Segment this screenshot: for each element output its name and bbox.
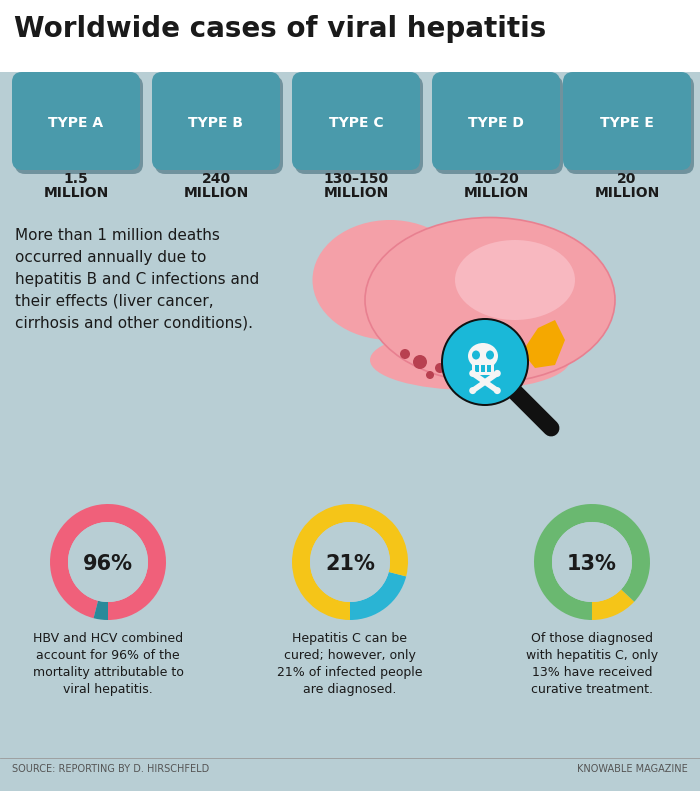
Bar [475,365,479,372]
Wedge shape [350,572,406,620]
Circle shape [494,387,500,394]
Text: hepatitis B and C infections and: hepatitis B and C infections and [15,272,259,287]
Text: TYPE C: TYPE C [329,116,384,130]
FancyBboxPatch shape [472,363,494,375]
Circle shape [426,371,434,379]
Text: 1.5: 1.5 [64,172,88,186]
Text: MILLION: MILLION [323,186,389,200]
Circle shape [310,522,390,602]
Bar [0,0,700,72]
Text: SOURCE: REPORTING BY D. HIRSCHFELD: SOURCE: REPORTING BY D. HIRSCHFELD [12,764,209,774]
FancyBboxPatch shape [435,76,563,174]
FancyBboxPatch shape [152,72,280,170]
Circle shape [451,368,459,376]
Text: More than 1 million deaths: More than 1 million deaths [15,228,220,243]
Text: occurred annually due to: occurred annually due to [15,250,206,265]
Text: Worldwide cases of viral hepatitis: Worldwide cases of viral hepatitis [14,15,546,43]
Text: KNOWABLE MAGAZINE: KNOWABLE MAGAZINE [578,764,688,774]
Wedge shape [534,504,650,620]
Text: account for 96% of the: account for 96% of the [36,649,180,662]
Text: Hepatitis C can be: Hepatitis C can be [293,632,407,645]
Ellipse shape [468,343,498,369]
Text: 240: 240 [202,172,230,186]
Text: 21%: 21% [325,554,375,574]
Text: HBV and HCV combined: HBV and HCV combined [33,632,183,645]
Text: curative treatment.: curative treatment. [531,683,653,696]
FancyBboxPatch shape [292,72,420,170]
Text: MILLION: MILLION [43,186,108,200]
Text: MILLION: MILLION [594,186,659,200]
Text: 130–150: 130–150 [323,172,389,186]
Text: TYPE D: TYPE D [468,116,524,130]
Text: 13%: 13% [567,554,617,574]
Wedge shape [292,504,408,620]
Wedge shape [50,504,166,620]
Bar [480,365,484,372]
Circle shape [494,370,500,377]
Text: MILLION: MILLION [463,186,528,200]
Text: cirrhosis and other conditions).: cirrhosis and other conditions). [15,316,253,331]
Text: with hepatitis C, only: with hepatitis C, only [526,649,658,662]
Circle shape [441,318,529,406]
Text: Of those diagnosed: Of those diagnosed [531,632,653,645]
FancyBboxPatch shape [15,76,143,174]
Text: viral hepatitis.: viral hepatitis. [63,683,153,696]
Circle shape [469,387,476,394]
Circle shape [443,320,527,404]
Text: 13% have received: 13% have received [532,666,652,679]
FancyBboxPatch shape [155,76,283,174]
Circle shape [552,522,632,602]
FancyBboxPatch shape [563,72,691,170]
Ellipse shape [370,330,570,390]
Bar [486,365,491,372]
Text: 21% of infected people: 21% of infected people [277,666,423,679]
Ellipse shape [472,350,480,359]
FancyBboxPatch shape [295,76,423,174]
Ellipse shape [486,350,494,359]
Ellipse shape [455,240,575,320]
Circle shape [469,370,476,377]
Wedge shape [94,600,108,620]
Ellipse shape [365,218,615,383]
Text: 20: 20 [617,172,637,186]
Wedge shape [592,589,634,620]
FancyBboxPatch shape [12,72,140,170]
Text: TYPE B: TYPE B [188,116,244,130]
Text: 10–20: 10–20 [473,172,519,186]
Ellipse shape [312,220,468,340]
Text: mortality attributable to: mortality attributable to [33,666,183,679]
Text: their effects (liver cancer,: their effects (liver cancer, [15,294,213,309]
Polygon shape [522,320,565,368]
Text: TYPE E: TYPE E [600,116,654,130]
Text: 96%: 96% [83,554,133,574]
Circle shape [435,363,445,373]
Text: cured; however, only: cured; however, only [284,649,416,662]
Circle shape [413,355,427,369]
FancyBboxPatch shape [432,72,560,170]
Circle shape [400,349,410,359]
FancyBboxPatch shape [566,76,694,174]
Text: TYPE A: TYPE A [48,116,104,130]
Circle shape [68,522,148,602]
Text: are diagnosed.: are diagnosed. [303,683,397,696]
Text: MILLION: MILLION [183,186,248,200]
